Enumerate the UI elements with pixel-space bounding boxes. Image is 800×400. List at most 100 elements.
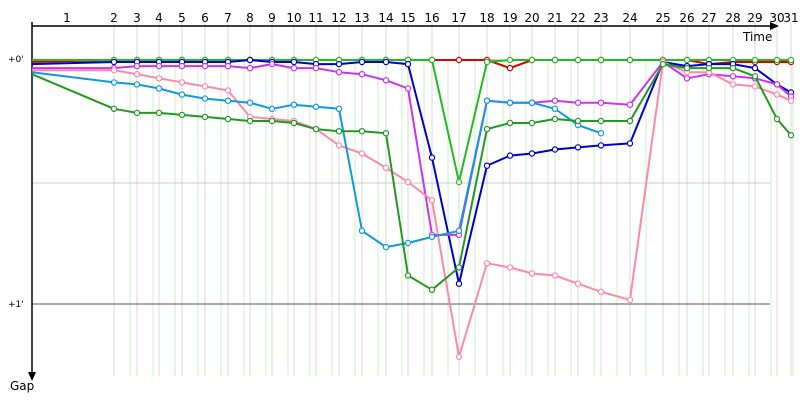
data-point — [626, 117, 634, 125]
data-point — [404, 85, 412, 92]
lap-label: 23 — [593, 11, 608, 25]
data-point — [574, 144, 582, 151]
lap-label: 13 — [354, 11, 369, 25]
data-point — [404, 272, 412, 279]
data-point — [312, 125, 320, 133]
data-point — [551, 105, 559, 113]
data-point — [428, 197, 436, 204]
data-point — [268, 60, 276, 68]
lap-label: 14 — [378, 11, 393, 25]
data-point — [528, 99, 536, 106]
x-axis-arrow — [770, 22, 779, 30]
data-point — [178, 111, 186, 119]
data-point — [335, 105, 343, 113]
data-point — [483, 97, 491, 104]
data-point — [455, 178, 463, 186]
data-point — [358, 70, 366, 78]
data-point — [574, 117, 582, 125]
lap-label: 3 — [133, 11, 141, 25]
lap-labels: 1 2 3 4 5 6 7 8 9 10 11 12 13 14 15 16 17 18 19 20 21 22 23 24 2… — [63, 11, 798, 25]
data-point — [773, 81, 781, 88]
lap-label: 16 — [424, 11, 439, 25]
data-point — [290, 119, 298, 127]
data-point — [155, 85, 163, 92]
lap-label: 11 — [308, 11, 323, 25]
data-point — [201, 113, 209, 121]
lap-label: 18 — [479, 11, 494, 25]
series-6 — [31, 60, 795, 293]
data-point — [773, 56, 781, 64]
data-point — [729, 64, 737, 72]
y-tick-label-0: +0' — [8, 55, 24, 65]
lap-label: 1 — [63, 11, 71, 25]
lap-label: 9 — [268, 11, 276, 25]
data-point — [382, 243, 390, 251]
data-point — [358, 58, 366, 66]
data-point — [133, 62, 141, 70]
data-point — [312, 103, 320, 111]
y-tick-label-1: +1' — [8, 300, 24, 310]
axis-layer: +0' +1' Time Gap — [8, 22, 779, 393]
data-point — [224, 62, 232, 70]
lap-label: 4 — [155, 11, 163, 25]
lap-label: 12 — [331, 11, 346, 25]
data-point — [787, 97, 795, 104]
data-point — [551, 97, 559, 104]
data-point — [597, 99, 605, 106]
data-point — [683, 75, 691, 82]
data-point — [224, 87, 232, 94]
data-point — [483, 162, 491, 169]
lap-label: 26 — [679, 11, 694, 25]
lap-label: 10 — [286, 11, 301, 25]
data-point — [551, 115, 559, 123]
lap-label: 24 — [622, 11, 637, 25]
data-point — [751, 64, 759, 72]
data-point — [110, 58, 118, 66]
lap-label: 8 — [246, 11, 254, 25]
data-point — [506, 99, 514, 106]
data-point — [528, 56, 536, 64]
data-point — [428, 154, 436, 161]
data-point — [201, 83, 209, 90]
data-point — [178, 91, 186, 98]
series-line — [31, 63, 792, 291]
data-point — [312, 64, 320, 72]
data-point — [597, 129, 605, 137]
data-point — [483, 260, 491, 267]
lap-label: 27 — [701, 11, 716, 25]
lap-label: 31 — [783, 11, 798, 25]
lap-label: 22 — [570, 11, 585, 25]
data-point — [597, 142, 605, 149]
x-axis-label: Time — [742, 30, 772, 44]
data-point — [358, 227, 366, 234]
data-point — [133, 109, 141, 117]
data-point — [574, 99, 582, 106]
data-point — [455, 227, 463, 234]
data-point — [335, 142, 343, 149]
data-point — [551, 146, 559, 153]
data-point — [404, 178, 412, 186]
data-point — [506, 152, 514, 159]
data-point — [483, 58, 491, 66]
data-point — [597, 56, 605, 64]
data-point — [133, 81, 141, 88]
data-point — [574, 56, 582, 64]
series-5 — [31, 71, 605, 251]
y-axis-label: Gap — [10, 379, 34, 393]
data-point — [382, 164, 390, 171]
data-point — [110, 66, 118, 74]
data-point — [683, 56, 691, 64]
series-line — [32, 61, 792, 236]
data-point — [110, 105, 118, 113]
data-point — [246, 64, 254, 72]
data-point — [246, 99, 254, 106]
grid-layer — [32, 22, 794, 376]
data-point — [787, 131, 795, 139]
lap-label: 7 — [224, 11, 232, 25]
lap-label: 21 — [547, 11, 562, 25]
data-point — [751, 83, 759, 90]
data-point — [268, 117, 276, 125]
lap-label: 6 — [201, 11, 209, 25]
data-point — [428, 233, 436, 241]
